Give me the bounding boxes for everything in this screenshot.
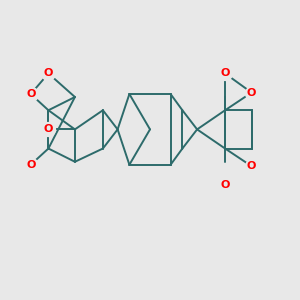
Text: O: O xyxy=(220,68,230,78)
Text: O: O xyxy=(247,161,256,171)
Text: O: O xyxy=(26,89,35,99)
Text: O: O xyxy=(44,68,53,78)
Text: O: O xyxy=(220,180,230,190)
Text: O: O xyxy=(247,88,256,98)
Text: O: O xyxy=(26,160,35,170)
Text: O: O xyxy=(44,124,53,134)
